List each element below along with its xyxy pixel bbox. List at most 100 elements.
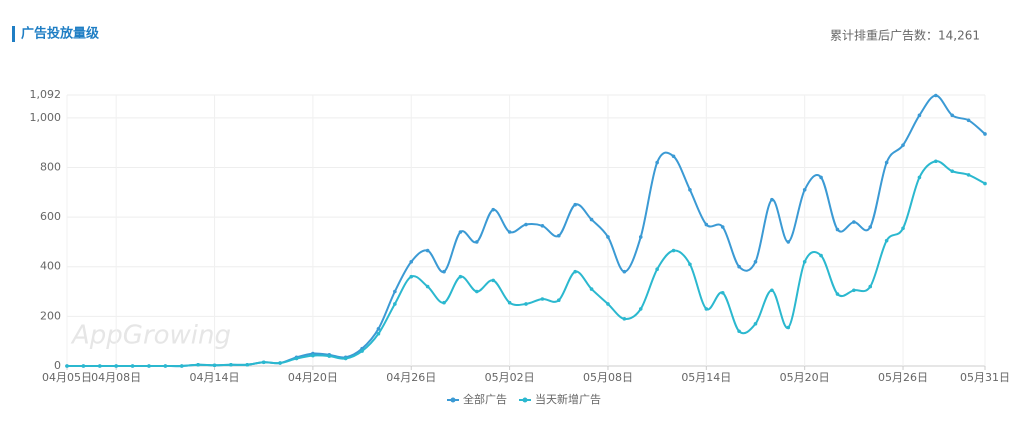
point	[638, 235, 643, 239]
point	[327, 354, 332, 358]
point	[884, 160, 889, 165]
point	[770, 288, 774, 293]
point	[638, 307, 643, 311]
legend-label: 当天新增广告	[535, 392, 601, 406]
x-tick-label: 05月14日	[681, 371, 731, 384]
point	[819, 253, 823, 258]
legend-dot	[450, 397, 456, 403]
point	[97, 364, 102, 368]
point	[934, 93, 938, 98]
point	[589, 287, 594, 291]
point	[671, 248, 676, 253]
point	[966, 173, 971, 177]
point	[212, 363, 217, 368]
point	[442, 269, 446, 274]
point	[393, 289, 397, 294]
point	[852, 220, 856, 224]
point	[442, 300, 446, 305]
x-tick-label: 04月05日	[42, 371, 92, 384]
point	[917, 113, 922, 118]
point	[409, 274, 414, 279]
point	[917, 175, 922, 180]
point	[311, 353, 315, 358]
point	[589, 217, 594, 222]
x-tick-label: 04月26日	[386, 371, 436, 384]
x-tick-label: 04月20日	[288, 371, 338, 384]
point	[261, 360, 266, 365]
point	[294, 356, 299, 361]
x-tick-label: 04月08日	[91, 371, 141, 384]
legend-label: 全部广告	[463, 392, 507, 406]
point	[802, 259, 807, 264]
point	[65, 364, 69, 368]
point	[934, 159, 938, 164]
point	[770, 197, 774, 202]
point	[573, 202, 577, 207]
title-marker	[12, 26, 15, 42]
point	[622, 317, 627, 321]
y-tick-label: 1,000	[30, 111, 62, 124]
point	[622, 269, 627, 274]
x-tick-label: 05月31日	[960, 371, 1010, 384]
point	[179, 364, 184, 368]
point	[852, 288, 856, 293]
point	[606, 235, 610, 239]
point	[819, 175, 823, 180]
point	[966, 118, 971, 123]
y-tick-label: 0	[54, 359, 61, 372]
point	[753, 259, 758, 264]
point	[229, 362, 233, 367]
point	[737, 329, 741, 334]
point	[360, 349, 364, 353]
point	[540, 223, 545, 228]
point	[114, 364, 118, 368]
point	[835, 227, 840, 232]
point	[343, 356, 348, 361]
point	[491, 207, 496, 212]
point	[884, 238, 889, 243]
point	[245, 362, 250, 367]
point	[901, 143, 905, 147]
point	[901, 226, 905, 231]
x-tick-label: 05月20日	[780, 371, 830, 384]
legend-dot	[522, 397, 528, 403]
point	[81, 364, 86, 368]
title: 广告投放量级	[21, 26, 100, 42]
point	[278, 361, 282, 365]
point	[540, 297, 545, 301]
point	[950, 113, 955, 118]
x-tick-label: 05月26日	[878, 371, 928, 384]
point	[835, 292, 840, 296]
point	[376, 331, 381, 336]
point	[163, 364, 168, 368]
point	[524, 302, 528, 306]
point	[983, 181, 987, 186]
point	[606, 302, 610, 306]
y-tick-label: 1,092	[30, 88, 62, 101]
point	[376, 326, 381, 331]
point	[688, 262, 692, 267]
point	[868, 225, 873, 229]
point	[688, 188, 692, 192]
point	[786, 240, 791, 244]
point	[475, 289, 479, 294]
point	[704, 307, 709, 311]
point	[950, 169, 955, 173]
point	[573, 269, 577, 274]
y-tick-label: 400	[40, 260, 61, 273]
point	[507, 230, 512, 234]
point	[720, 225, 725, 229]
point	[671, 154, 676, 159]
point	[720, 290, 725, 295]
point	[556, 298, 561, 303]
summary: 累计排重后广告数：14,261	[830, 28, 980, 43]
x-tick-label: 04月14日	[190, 371, 240, 384]
point	[130, 364, 135, 368]
y-tick-label: 600	[40, 210, 61, 223]
y-tick-label: 200	[40, 309, 61, 322]
y-tick-label: 800	[40, 160, 61, 173]
x-tick-label: 05月08日	[583, 371, 633, 384]
point	[393, 302, 397, 306]
point	[655, 160, 659, 165]
